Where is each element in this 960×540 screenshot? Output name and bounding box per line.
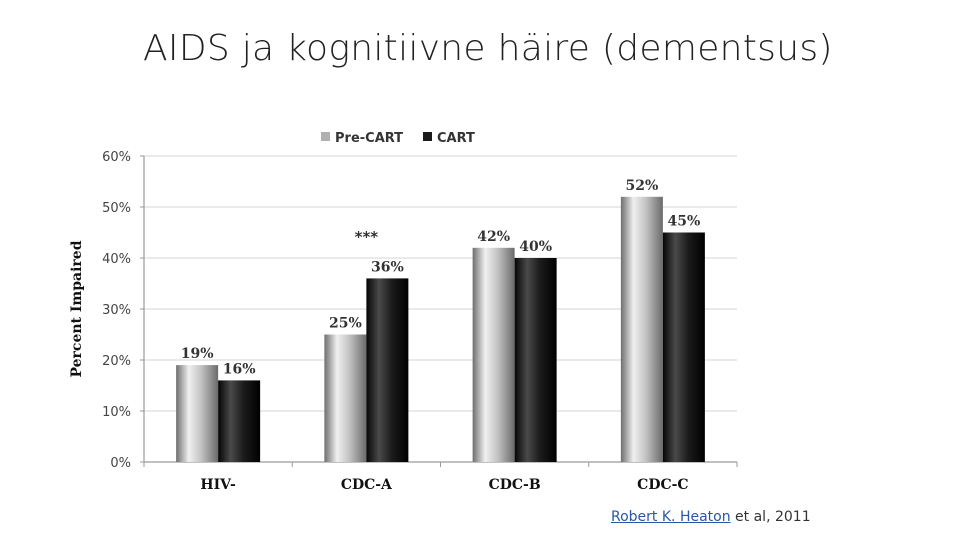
data-label: 45% — [667, 214, 700, 230]
legend-label: CART — [437, 131, 475, 146]
data-label: 52% — [625, 178, 658, 194]
y-tick-label: 0% — [110, 456, 131, 471]
bar — [176, 365, 219, 462]
legend-swatch — [321, 132, 330, 141]
data-labels: 19% 16% 25% 36% 42% 40% 52% 45% *** — [181, 178, 701, 378]
y-tick-label: 40% — [102, 252, 131, 267]
data-label: 36% — [371, 259, 404, 275]
bar — [620, 196, 663, 463]
citation: Robert K. Heaton et al, 2011 — [611, 509, 811, 525]
legend-swatch — [423, 132, 432, 141]
bar — [472, 247, 515, 462]
bar — [324, 334, 367, 462]
data-label: 40% — [519, 239, 552, 255]
legend: Pre-CART CART — [321, 131, 475, 146]
data-label: 25% — [329, 316, 362, 332]
legend-label: Pre-CART — [335, 131, 403, 146]
data-label: 16% — [223, 361, 256, 377]
significance-annotation: *** — [355, 228, 379, 246]
data-label: 42% — [477, 229, 510, 245]
slide-title: AIDS ja kognitiivne häire (dementsus) — [143, 28, 833, 69]
x-tick-label: CDC-A — [341, 477, 393, 493]
bar — [366, 278, 409, 462]
y-tick-label: 60% — [102, 150, 131, 165]
bar — [218, 380, 261, 462]
y-tick-label: 30% — [102, 303, 131, 318]
citation-link[interactable]: Robert K. Heaton — [611, 509, 731, 525]
bar — [514, 258, 557, 462]
citation-rest: et al, 2011 — [730, 509, 811, 525]
x-tick-label: HIV- — [200, 477, 236, 493]
y-tick-label: 20% — [102, 354, 131, 369]
bar — [662, 232, 705, 462]
bars — [176, 196, 705, 463]
x-tick-label: CDC-B — [489, 477, 541, 493]
y-tick-label: 10% — [102, 405, 131, 420]
y-tick-label: 50% — [102, 201, 131, 216]
data-label: 19% — [181, 346, 214, 362]
y-axis-label: Percent Impaired — [69, 240, 85, 377]
x-tick-label: CDC-C — [637, 477, 688, 493]
